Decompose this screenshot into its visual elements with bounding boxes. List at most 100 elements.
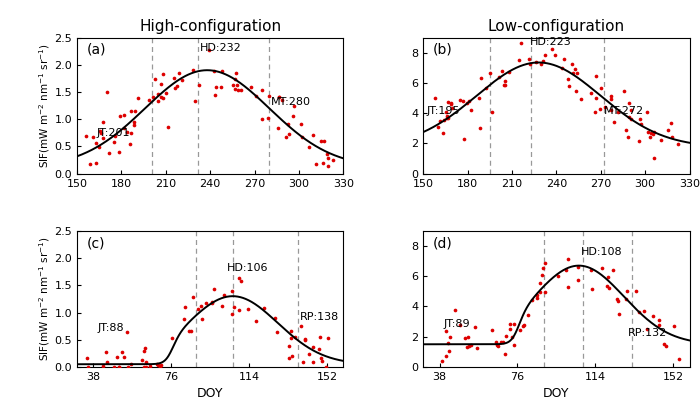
Point xyxy=(118,124,130,131)
Point xyxy=(114,113,125,119)
Point xyxy=(591,95,602,102)
Point xyxy=(440,353,452,359)
Point xyxy=(470,324,481,330)
Point xyxy=(108,364,120,370)
Point xyxy=(139,347,150,354)
Point xyxy=(233,275,244,281)
Point xyxy=(93,143,104,150)
Point xyxy=(108,138,119,145)
Point xyxy=(498,82,510,89)
Text: JT:88: JT:88 xyxy=(97,323,124,333)
Point xyxy=(97,362,108,369)
Point xyxy=(442,98,454,105)
Point xyxy=(595,84,606,91)
Point xyxy=(299,336,310,343)
Point xyxy=(295,323,307,330)
Point xyxy=(562,75,573,82)
Point xyxy=(227,288,238,295)
Point xyxy=(644,134,655,141)
Point xyxy=(251,318,262,324)
Point xyxy=(429,95,440,101)
Point xyxy=(526,296,538,303)
Point xyxy=(209,286,220,292)
Point xyxy=(562,284,573,290)
Point xyxy=(623,114,634,121)
Point xyxy=(154,364,165,370)
Point xyxy=(508,321,519,327)
Point xyxy=(286,353,297,359)
Point xyxy=(466,342,477,349)
Point xyxy=(226,310,237,317)
Point xyxy=(654,322,665,329)
Point xyxy=(95,130,106,136)
Point xyxy=(613,311,624,317)
Point xyxy=(125,141,136,147)
Point xyxy=(607,267,618,274)
Point xyxy=(492,342,503,349)
Point xyxy=(564,82,575,89)
Point xyxy=(270,315,281,322)
Point xyxy=(634,116,645,122)
Point xyxy=(586,286,597,293)
Point xyxy=(586,266,597,273)
Text: (d): (d) xyxy=(433,236,452,250)
Text: JT:201: JT:201 xyxy=(96,128,130,138)
Point xyxy=(438,129,449,136)
Point xyxy=(315,138,326,144)
Point xyxy=(463,342,475,349)
Text: RP:132: RP:132 xyxy=(628,328,667,338)
Point xyxy=(284,354,295,361)
Point xyxy=(144,362,155,369)
Point xyxy=(499,77,510,84)
Point xyxy=(608,118,619,125)
Point xyxy=(80,132,92,139)
Point xyxy=(209,92,220,99)
Point xyxy=(125,130,136,137)
Point xyxy=(246,83,257,90)
Point xyxy=(643,129,654,136)
Text: HD:106: HD:106 xyxy=(227,263,268,273)
Point xyxy=(446,100,457,106)
Point xyxy=(547,46,558,53)
Point xyxy=(304,144,315,151)
Point xyxy=(307,344,318,350)
Point xyxy=(573,277,584,284)
Point xyxy=(568,70,579,77)
Point xyxy=(641,109,652,116)
Point xyxy=(104,149,115,156)
Point xyxy=(111,354,122,360)
Point xyxy=(313,345,324,352)
Point xyxy=(495,339,506,345)
Point xyxy=(439,117,450,123)
Point xyxy=(625,116,636,123)
Point xyxy=(566,60,578,67)
Point xyxy=(297,133,308,140)
Point xyxy=(230,76,241,83)
Point xyxy=(645,129,657,136)
Point xyxy=(570,88,582,95)
Point xyxy=(602,274,613,280)
Point xyxy=(433,123,444,130)
Point xyxy=(136,357,147,363)
Point xyxy=(622,288,633,294)
Point xyxy=(169,75,180,81)
Point xyxy=(203,46,214,53)
Point xyxy=(636,121,647,127)
Point xyxy=(497,339,508,345)
Text: MT:272: MT:272 xyxy=(603,106,644,116)
Point xyxy=(603,284,615,291)
Point xyxy=(596,265,607,272)
Point xyxy=(327,156,338,163)
Point xyxy=(634,309,645,316)
Point xyxy=(531,291,542,298)
Point xyxy=(620,296,631,302)
Point xyxy=(461,100,472,106)
Point xyxy=(125,361,136,367)
Point xyxy=(487,327,498,334)
Point xyxy=(440,327,452,334)
Point xyxy=(97,118,108,125)
Point xyxy=(622,134,634,141)
Point xyxy=(141,364,152,370)
Text: HD:108: HD:108 xyxy=(581,246,622,256)
Point xyxy=(179,304,190,311)
